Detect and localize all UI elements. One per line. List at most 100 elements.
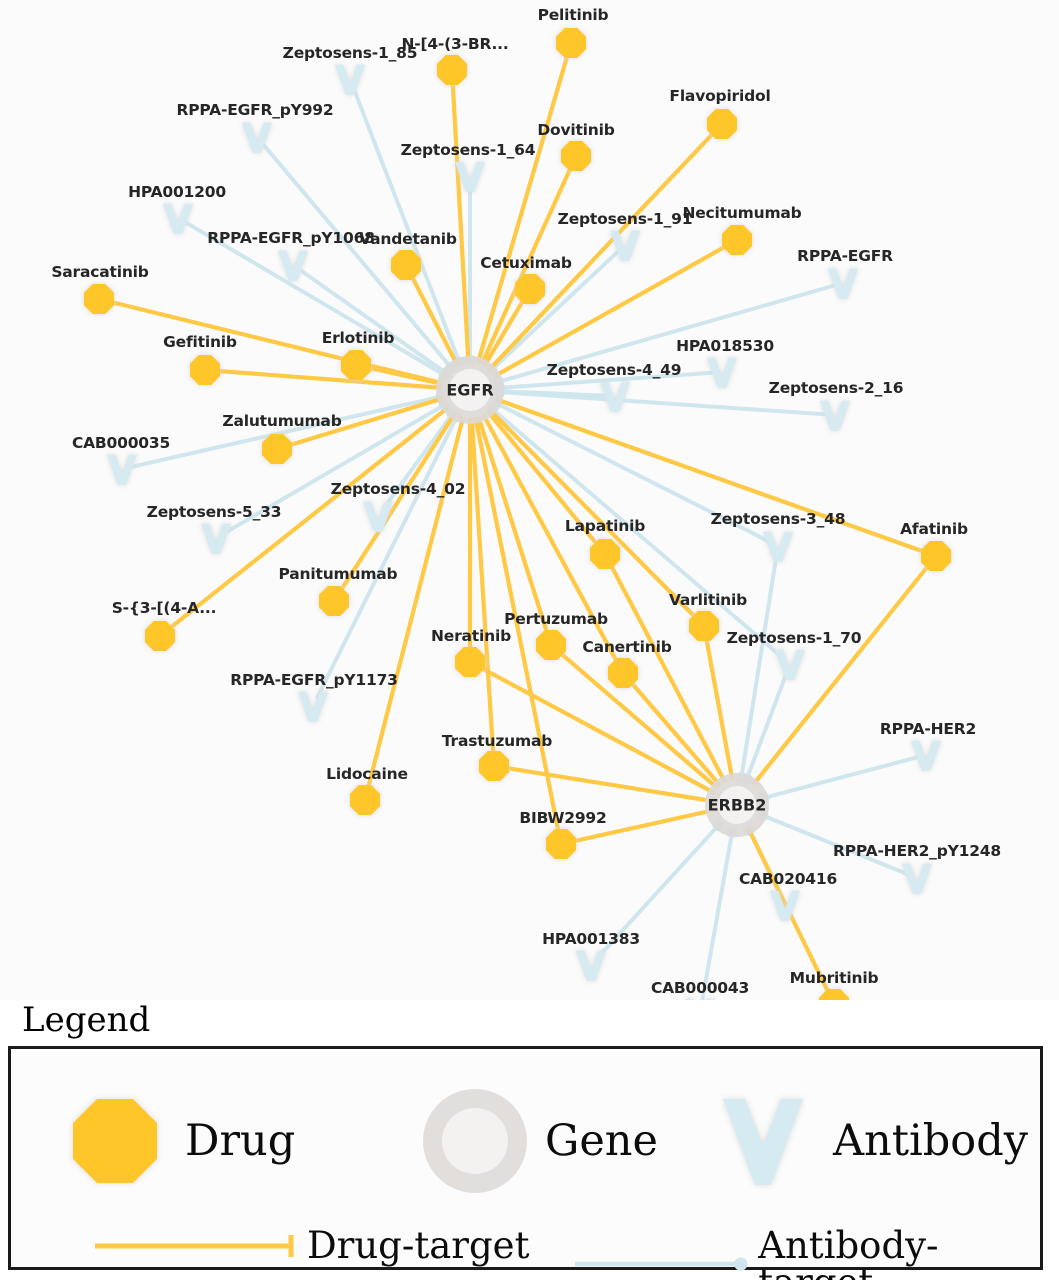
- gene-node-ring[interactable]: [436, 356, 504, 424]
- antibody-node[interactable]: [335, 64, 365, 95]
- gene-node-label: ERBB2: [707, 795, 767, 815]
- antibody-node[interactable]: [610, 230, 640, 261]
- drug-edge: [409, 274, 460, 367]
- antibody-node[interactable]: [828, 268, 858, 299]
- antibody-edge: [222, 403, 447, 535]
- gene-node-core[interactable]: [449, 369, 491, 411]
- drug-node[interactable]: [689, 611, 719, 641]
- drug-node[interactable]: [455, 647, 485, 677]
- antibody-edge: [299, 268, 448, 375]
- drug-edge: [475, 53, 570, 364]
- drug-edge: [704, 637, 735, 780]
- antibody-edge: [315, 414, 459, 700]
- antibody-edge: [351, 86, 462, 365]
- drug-target-line-icon: [95, 1234, 294, 1257]
- gene-node-core[interactable]: [718, 786, 756, 824]
- drug-node[interactable]: [608, 658, 638, 688]
- antibody-node[interactable]: [911, 740, 941, 771]
- antibody-node[interactable]: [600, 381, 630, 412]
- drug-edge: [751, 564, 931, 787]
- drug-node[interactable]: [921, 541, 951, 571]
- drug-edge: [287, 396, 444, 448]
- drug-node[interactable]: [145, 621, 175, 651]
- drug-node[interactable]: [536, 630, 566, 660]
- drug-node[interactable]: [561, 141, 591, 171]
- drug-edge: [487, 131, 716, 372]
- gene-ring-icon: [423, 1089, 527, 1193]
- antibody-node-layer[interactable]: [107, 64, 941, 1010]
- drug-node[interactable]: [437, 55, 467, 85]
- drug-node[interactable]: [556, 28, 586, 58]
- antibody-node[interactable]: [455, 161, 485, 192]
- drug-node[interactable]: [546, 829, 576, 859]
- antibody-edge: [760, 813, 910, 877]
- antibody-node[interactable]: [820, 400, 850, 431]
- drug-node[interactable]: [84, 284, 114, 314]
- legend-item-antibody: Antibody: [707, 1085, 1028, 1197]
- legend-item-antibody-target: Antibody-target: [571, 1227, 1040, 1280]
- drug-node[interactable]: [722, 225, 752, 255]
- legend-label-antibody: Antibody: [833, 1115, 1029, 1166]
- drug-node[interactable]: [350, 785, 380, 815]
- drug-edge: [481, 413, 620, 664]
- legend-item-drug-target: Drug-target: [91, 1227, 529, 1264]
- drug-node[interactable]: [391, 250, 421, 280]
- drug-node[interactable]: [479, 751, 509, 781]
- drug-edge: [367, 365, 444, 387]
- legend-item-gene: Gene: [419, 1085, 658, 1197]
- antibody-edge: [744, 671, 789, 781]
- antibody-edge: [489, 249, 620, 372]
- antibody-edge: [762, 755, 919, 800]
- antibody-node[interactable]: [242, 122, 272, 153]
- antibody-edge: [496, 283, 836, 384]
- antibody-edge: [739, 553, 779, 780]
- drug-node-layer[interactable]: [84, 28, 951, 1010]
- antibody-node[interactable]: [278, 250, 308, 281]
- drug-node[interactable]: [707, 109, 737, 139]
- legend-label-drug-target: Drug-target: [307, 1224, 530, 1267]
- drug-node[interactable]: [341, 350, 371, 380]
- drug-edge: [493, 244, 728, 379]
- antibody-node[interactable]: [775, 649, 805, 680]
- drug-node[interactable]: [262, 434, 292, 464]
- antibody-edge: [699, 830, 735, 1006]
- antibody-vee-icon: [723, 1099, 803, 1185]
- network-svg[interactable]: [0, 0, 1059, 1010]
- drug-edge: [479, 665, 716, 795]
- antibody-node[interactable]: [576, 950, 606, 981]
- drug-edge: [473, 417, 561, 833]
- drug-edge-layer: [110, 53, 931, 995]
- legend-label-gene: Gene: [545, 1115, 658, 1166]
- legend-box: Drug Gene Antibody Dru: [8, 1046, 1043, 1280]
- gene-node-label: EGFR: [446, 380, 494, 400]
- antibody-node[interactable]: [363, 501, 393, 532]
- gene-node-ring[interactable]: [705, 773, 769, 837]
- antibody-node[interactable]: [902, 863, 932, 894]
- drug-edge: [558, 651, 719, 790]
- antibody-node[interactable]: [107, 454, 137, 485]
- antibody-edge-layer: [129, 86, 919, 1006]
- antibody-edge: [261, 142, 453, 370]
- drug-node[interactable]: [590, 539, 620, 569]
- network-canvas[interactable]: N-[4-(3-BR... Pelitinib Flavopiridol Doviti…: [0, 0, 1059, 1010]
- antibody-node[interactable]: [163, 203, 193, 234]
- drug-edge: [338, 412, 457, 593]
- drug-edge: [479, 166, 573, 366]
- antibody-node[interactable]: [763, 531, 793, 562]
- antibody-node[interactable]: [707, 357, 737, 388]
- drug-edge: [168, 405, 450, 631]
- antibody-node[interactable]: [770, 890, 800, 921]
- antibody-edge: [497, 390, 828, 417]
- drug-node[interactable]: [190, 355, 220, 385]
- drug-node[interactable]: [515, 274, 545, 304]
- drug-edge: [488, 408, 698, 619]
- antibody-node[interactable]: [298, 691, 328, 722]
- antibody-edge: [595, 823, 721, 960]
- drug-node[interactable]: [319, 586, 349, 616]
- drug-edge: [495, 397, 926, 554]
- antibody-node[interactable]: [201, 523, 231, 554]
- gene-node-layer[interactable]: [436, 356, 769, 837]
- legend-title: Legend: [22, 1000, 151, 1040]
- antibody-edge: [494, 401, 772, 544]
